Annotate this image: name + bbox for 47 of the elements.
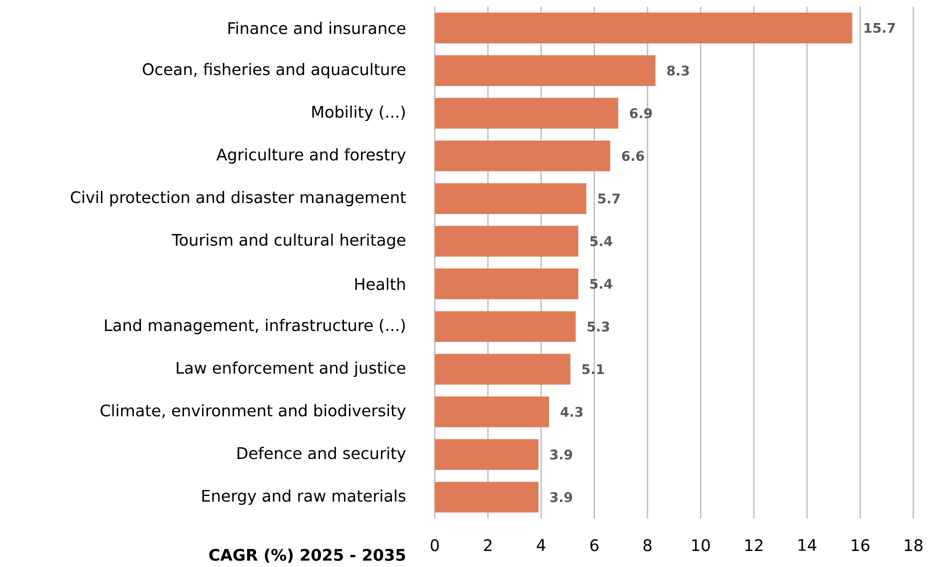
bar [434, 140, 610, 172]
data-label: 3.9 [550, 449, 572, 460]
bar [434, 482, 538, 512]
bar [434, 396, 550, 428]
data-label: 15.7 [864, 22, 895, 33]
bar [434, 12, 852, 44]
data-label: 4.3 [560, 406, 583, 417]
y-tick-label: Finance and insurance [228, 22, 406, 34]
y-tick-label: Climate, environment and biodiversity [100, 404, 406, 420]
bar [434, 226, 578, 257]
x-tick-label: 18 [905, 539, 922, 552]
x-tick-label: 12 [745, 539, 762, 551]
bar [434, 311, 576, 342]
y-tick-label: Tourism and cultural heritage [172, 233, 406, 249]
data-label: 5.3 [588, 321, 610, 332]
x-tick-label: 0 [430, 539, 439, 552]
data-label: 6.6 [622, 150, 644, 161]
x-tick-label: 2 [484, 539, 492, 551]
data-label: 5.4 [590, 236, 612, 246]
x-tick-label: 4 [536, 539, 546, 551]
bar [434, 98, 618, 129]
y-tick-label: Energy and raw materials [202, 489, 406, 505]
data-label: 3.9 [550, 492, 572, 502]
x-tick-label: 8 [644, 539, 652, 552]
y-tick-label: Health [355, 278, 405, 290]
y-tick-label: Agriculture and forestry [216, 148, 406, 164]
y-tick-label: Ocean, fisheries and aquaculture [142, 62, 406, 78]
x-tick-label: 10 [692, 539, 710, 552]
x-tick-label: 16 [852, 539, 870, 552]
bar [434, 439, 538, 470]
x-axis-title: CAGR (%) 2025 - 2035 [209, 548, 406, 563]
data-label: 5.4 [590, 278, 612, 289]
y-tick-label: Law enforcement and justice [176, 361, 406, 377]
y-tick-label: Land management, infrastructure (...) [105, 318, 405, 334]
data-label: 8.3 [667, 65, 689, 76]
data-label: 5.7 [598, 194, 620, 204]
bar [434, 354, 570, 384]
y-tick-label: Civil protection and disaster management [70, 190, 406, 206]
bar [434, 183, 586, 214]
x-tick-label: 14 [798, 539, 816, 551]
data-label: 5.1 [582, 364, 604, 374]
bar [434, 268, 578, 300]
data-label: 6.9 [630, 108, 652, 118]
x-tick-label: 6 [590, 539, 598, 552]
y-tick-label: Mobility (...) [312, 105, 405, 121]
y-tick-label: Defence and security [238, 446, 406, 462]
bar [434, 55, 656, 86]
